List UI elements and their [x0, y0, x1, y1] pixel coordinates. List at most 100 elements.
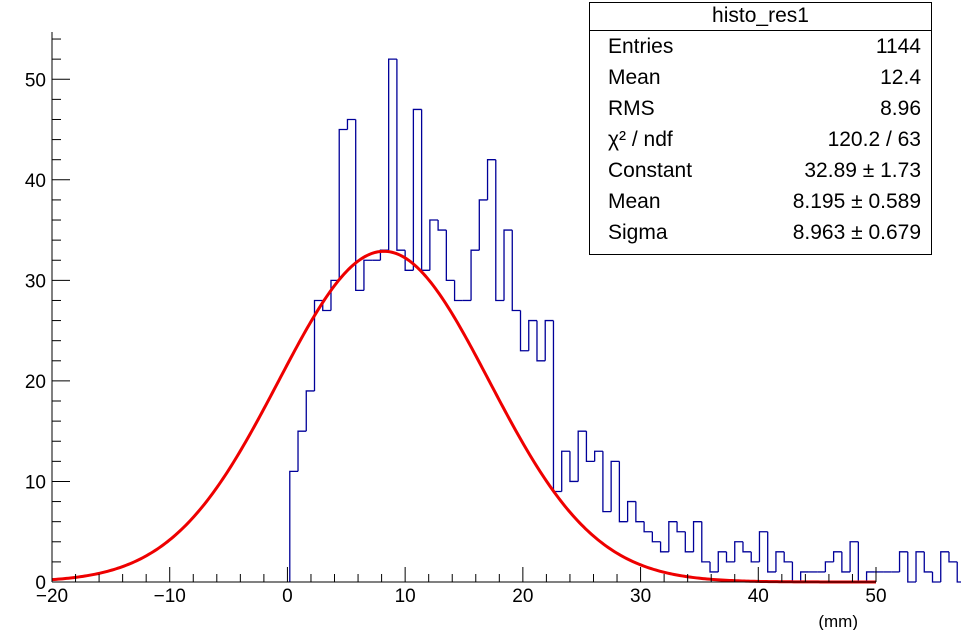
- histogram-bin: [297, 430, 307, 472]
- histogram-bin: [676, 521, 686, 533]
- histogram-bin: [709, 561, 719, 573]
- histogram-bin: [857, 541, 867, 583]
- stats-row: Entries 1144: [590, 31, 931, 62]
- histogram-bin: [552, 320, 562, 493]
- histogram-bin: [577, 430, 587, 482]
- histogram-bin: [841, 551, 851, 573]
- histogram-bin: [626, 500, 636, 522]
- histogram-bin: [940, 551, 949, 582]
- histogram-bin: [602, 451, 612, 513]
- histogram-bin: [651, 531, 661, 543]
- histogram-bin: [948, 551, 958, 563]
- stats-row-name: Entries: [608, 35, 674, 58]
- histogram-bin: [898, 551, 908, 572]
- stats-row-value: 8.195 ± 0.589: [792, 190, 921, 213]
- stats-row-name: Mean: [608, 190, 661, 213]
- histogram-bin: [544, 319, 554, 361]
- histogram-bin: [800, 571, 809, 582]
- stats-row-name: χ² / ndf: [608, 128, 673, 151]
- x-tick-label: 40: [748, 586, 769, 607]
- histogram-bin: [750, 551, 760, 563]
- histogram-bin: [561, 450, 570, 492]
- stats-row: Sigma 8.963 ± 0.679: [590, 217, 931, 248]
- histogram-bin: [412, 108, 422, 271]
- stats-box: histo_res1 Entries 1144 Mean 12.4 RMS 8.96 χ² …: [589, 2, 932, 255]
- stats-row-value: 120.2 / 63: [827, 128, 921, 151]
- histogram-bin: [692, 521, 702, 552]
- histogram-bin: [791, 561, 801, 583]
- stats-row: Mean 12.4: [590, 62, 931, 93]
- histogram-bin: [569, 451, 579, 483]
- histogram-bin: [519, 310, 529, 352]
- histogram-bin: [346, 118, 356, 130]
- fit-curve-layer: [51, 249, 876, 584]
- histogram-bin: [511, 230, 521, 312]
- stats-title: histo_res1: [590, 3, 931, 31]
- stats-row: χ² / ndf 120.2 / 63: [590, 124, 931, 155]
- histogram-bin: [907, 551, 917, 583]
- histogram-bin: [668, 521, 678, 552]
- y-tick-label: 40: [25, 171, 46, 192]
- histogram-bin: [684, 531, 694, 553]
- axes-layer: −20 −10 0 10 20 30 40 50 0 10 20 30 40 50: [25, 32, 887, 607]
- y-tick-label: 10: [25, 472, 46, 493]
- stats-row: Constant 32.89 ± 1.73: [590, 155, 931, 186]
- stats-row-value: 8.96: [880, 97, 921, 120]
- histogram-bin: [363, 259, 373, 291]
- x-tick-label: −10: [154, 586, 186, 607]
- y-tick-label: 30: [25, 271, 46, 292]
- histogram-bin: [355, 119, 364, 292]
- histogram-bin: [775, 551, 785, 572]
- y-tick-label: 0: [35, 573, 46, 594]
- histogram-bin: [445, 230, 455, 282]
- stats-row-name: Mean: [608, 66, 661, 89]
- histogram-bin: [758, 531, 768, 562]
- histogram-bin: [783, 551, 793, 563]
- y-tick-label: 20: [25, 372, 46, 393]
- histogram-bin: [742, 541, 752, 553]
- gaussian-fit-curve: [51, 249, 876, 584]
- histogram-bin: [470, 249, 480, 301]
- histogram-bin: [832, 551, 842, 562]
- histogram-bin: [594, 450, 603, 462]
- histogram-bin: [453, 280, 463, 302]
- histogram-bin: [717, 551, 727, 572]
- histogram-bin: [725, 551, 735, 563]
- stats-row-value: 12.4: [880, 66, 921, 89]
- histogram-bin: [313, 299, 323, 391]
- histogram-bin: [289, 470, 299, 582]
- histogram-bin: [330, 279, 340, 311]
- histogram-bin: [931, 571, 941, 583]
- histogram-bin: [420, 109, 430, 271]
- histogram-bin: [610, 460, 620, 512]
- histogram-bin: [956, 561, 961, 583]
- histogram-bin: [338, 128, 348, 281]
- x-tick-label: 10: [395, 586, 416, 607]
- histogram-bin: [396, 59, 406, 251]
- histogram-bin: [388, 58, 397, 251]
- histogram-bin: [643, 521, 653, 533]
- stats-row-value: 32.89 ± 1.73: [804, 159, 921, 182]
- x-tick-label: −20: [36, 586, 68, 607]
- histogram-bin: [849, 541, 859, 572]
- stats-row-name: Sigma: [608, 221, 668, 244]
- stats-row-name: RMS: [608, 97, 655, 120]
- histogram-bin: [635, 501, 645, 523]
- histogram-bin: [915, 551, 925, 582]
- stats-row: RMS 8.96: [590, 93, 931, 124]
- histogram-bin: [536, 320, 546, 362]
- histogram-bin: [923, 551, 933, 573]
- histogram-bin: [767, 531, 776, 573]
- histogram-bin: [437, 220, 447, 231]
- stats-row-value: 8.963 ± 0.679: [792, 221, 921, 244]
- histogram-bin: [824, 561, 834, 572]
- stats-row: Mean 8.195 ± 0.589: [590, 186, 931, 217]
- stats-row-value: 1144: [875, 35, 921, 58]
- histogram-bin: [701, 521, 711, 563]
- histogram-bin: [618, 461, 628, 523]
- stats-rows: Entries 1144 Mean 12.4 RMS 8.96 χ² / ndf 120.2 …: [590, 31, 931, 248]
- histogram-bin: [734, 541, 743, 562]
- x-tick-label: 0: [282, 586, 293, 607]
- x-tick-label: 50: [865, 586, 886, 607]
